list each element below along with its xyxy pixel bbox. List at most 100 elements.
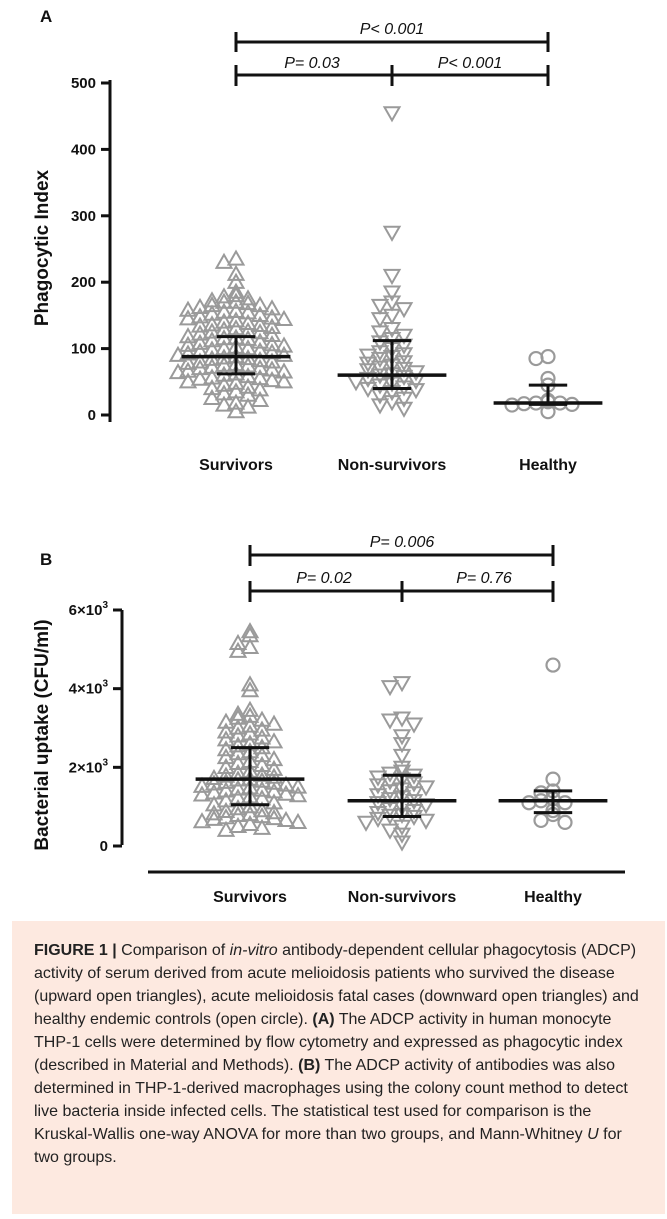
data-point xyxy=(190,297,210,315)
data-point xyxy=(392,729,412,746)
data-point xyxy=(250,390,270,408)
data-point xyxy=(252,710,272,727)
data-point xyxy=(252,728,272,745)
category-label: Non-survivors xyxy=(338,457,447,474)
y-tick-label: 500 xyxy=(71,75,96,92)
panel-b-bracket-overall xyxy=(248,545,555,566)
data-point xyxy=(358,363,378,380)
data-point xyxy=(368,788,388,805)
data-point xyxy=(226,249,246,266)
data-point xyxy=(264,773,284,790)
data-point xyxy=(382,106,402,123)
data-point xyxy=(557,795,573,811)
data-point xyxy=(202,315,222,332)
data-point xyxy=(250,305,270,323)
category-label: Healthy xyxy=(519,457,577,474)
data-point xyxy=(392,748,412,766)
data-point xyxy=(178,309,198,326)
data-point xyxy=(264,714,284,731)
figure-caption: FIGURE 1 | Comparison of in-vitro antibo… xyxy=(34,939,643,1169)
data-point xyxy=(202,295,222,313)
data-point xyxy=(178,353,198,370)
data-point xyxy=(202,331,222,348)
data-point xyxy=(190,333,210,350)
data-point xyxy=(228,779,248,796)
data-point xyxy=(228,799,248,816)
data-point xyxy=(358,348,378,365)
caption-italic-2: U xyxy=(587,1126,599,1143)
panel-a-letter: A xyxy=(40,7,52,26)
data-point xyxy=(370,312,390,329)
data-point xyxy=(356,815,376,832)
data-point xyxy=(262,370,282,388)
data-point xyxy=(226,292,246,309)
data-point xyxy=(178,344,198,361)
y-tick-label: 0 xyxy=(88,407,96,424)
y-tick-label: 2×103 xyxy=(69,757,109,776)
caption-italic-1: in-vitro xyxy=(229,942,278,959)
data-point xyxy=(382,225,402,242)
data-point xyxy=(190,316,210,333)
data-point xyxy=(228,805,248,822)
caption-ref-a: (A) xyxy=(312,1011,335,1028)
data-point xyxy=(274,336,294,353)
data-point xyxy=(192,776,212,793)
data-point xyxy=(202,388,222,406)
data-point xyxy=(274,345,294,362)
caption-text-5: for two groups. xyxy=(34,1126,622,1166)
data-point xyxy=(250,295,270,313)
data-point xyxy=(238,397,258,414)
data-point xyxy=(250,315,270,332)
data-point xyxy=(204,809,224,826)
y-tick-label: 400 xyxy=(71,141,96,158)
data-point xyxy=(262,317,282,334)
data-point xyxy=(204,804,224,821)
data-point xyxy=(216,781,236,798)
panel-a-p-overall: P< 0.001 xyxy=(360,21,425,38)
data-point xyxy=(392,676,412,693)
data-point xyxy=(238,329,258,346)
data-point xyxy=(240,700,260,717)
data-point xyxy=(228,708,248,725)
y-tick-label: 0 xyxy=(100,838,108,855)
data-point xyxy=(250,359,270,376)
data-point xyxy=(264,803,284,820)
data-point xyxy=(368,770,388,787)
data-point xyxy=(216,730,236,747)
data-point xyxy=(392,819,412,836)
data-point xyxy=(228,633,248,651)
data-point xyxy=(226,282,246,299)
data-point xyxy=(240,805,260,822)
caption-figure-label: FIGURE 1 | xyxy=(34,942,117,959)
data-point xyxy=(178,327,198,344)
data-point xyxy=(216,747,236,765)
data-point xyxy=(190,369,210,386)
data-point xyxy=(276,775,296,792)
panel-a-category-labels: Survivors Non-survivors Healthy xyxy=(199,457,577,474)
data-point xyxy=(380,680,400,697)
panel-a-y-label: Phagocytic Index xyxy=(32,169,53,326)
data-point xyxy=(262,299,282,316)
data-point xyxy=(380,713,400,730)
data-point xyxy=(226,319,246,336)
data-point xyxy=(238,313,258,330)
data-point xyxy=(240,706,260,723)
data-point xyxy=(178,300,198,317)
data-point xyxy=(262,352,282,369)
data-point xyxy=(528,350,544,367)
data-point xyxy=(382,308,402,325)
data-point xyxy=(394,361,414,379)
y-tick-label: 300 xyxy=(71,208,96,225)
data-point xyxy=(190,359,210,376)
data-point xyxy=(238,293,258,311)
data-point xyxy=(192,785,212,802)
y-tick-label: 4×103 xyxy=(69,679,109,698)
data-point xyxy=(240,814,260,831)
category-label: Survivors xyxy=(213,889,287,906)
data-point xyxy=(238,366,258,384)
data-point xyxy=(214,339,234,356)
data-point xyxy=(226,373,246,390)
data-point xyxy=(540,348,556,365)
data-point xyxy=(202,378,222,396)
data-point xyxy=(274,362,294,379)
